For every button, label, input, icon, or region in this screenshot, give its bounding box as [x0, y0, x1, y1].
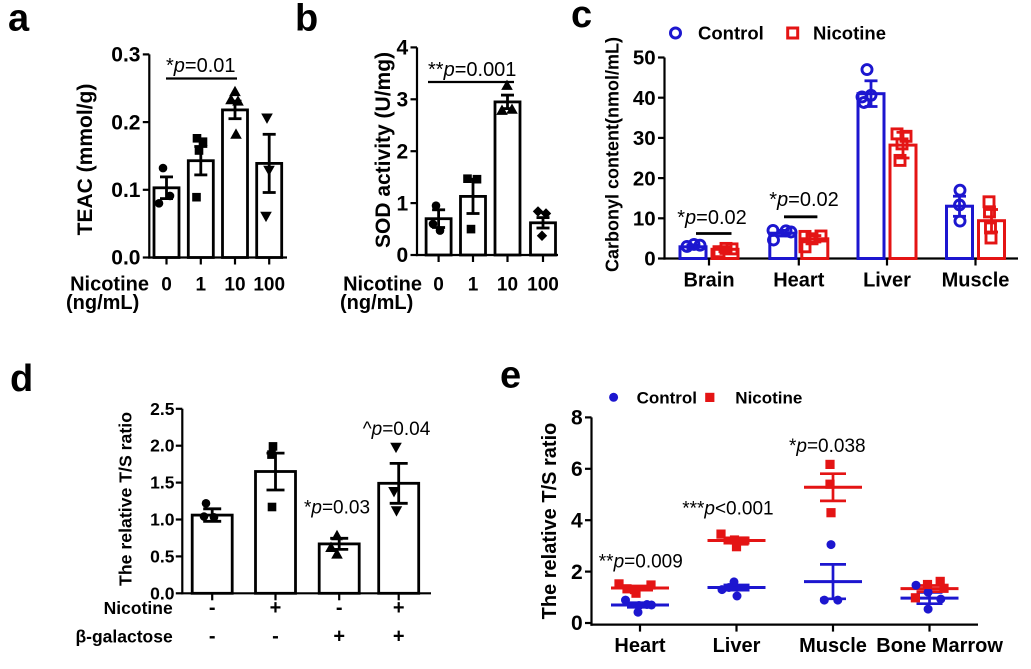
svg-text:Nicotine: Nicotine — [104, 598, 173, 618]
svg-text:4: 4 — [397, 37, 409, 60]
svg-text:+: + — [393, 597, 405, 619]
svg-text:-: - — [209, 626, 216, 648]
svg-text:0: 0 — [161, 275, 172, 296]
svg-text:Muscle: Muscle — [799, 635, 867, 657]
svg-text:100: 100 — [253, 275, 285, 296]
svg-text:The relative T/S ratio: The relative T/S ratio — [116, 412, 136, 586]
svg-text:0.3: 0.3 — [111, 44, 140, 67]
svg-text:1: 1 — [397, 192, 409, 215]
svg-text:0: 0 — [571, 612, 583, 635]
svg-text:20: 20 — [633, 167, 656, 190]
svg-text:8: 8 — [571, 407, 583, 430]
svg-text:+: + — [270, 597, 282, 619]
svg-text:6: 6 — [571, 458, 583, 481]
svg-text:Liver: Liver — [713, 635, 761, 657]
svg-text:100: 100 — [527, 275, 559, 296]
svg-text:**p=0.009: **p=0.009 — [599, 552, 683, 573]
svg-text:4: 4 — [571, 509, 583, 532]
svg-text:2.5: 2.5 — [150, 399, 175, 419]
svg-text:c: c — [571, 0, 592, 36]
svg-text:d: d — [10, 358, 33, 400]
svg-text:Bone Marrow: Bone Marrow — [876, 635, 1003, 657]
svg-text:Liver: Liver — [863, 270, 911, 292]
svg-text:0.2: 0.2 — [111, 111, 140, 134]
svg-text:Control: Control — [698, 23, 764, 44]
svg-text:0.5: 0.5 — [150, 546, 175, 566]
svg-text:The relative T/S ratio: The relative T/S ratio — [539, 423, 561, 620]
svg-text:SOD activity (U/mg): SOD activity (U/mg) — [372, 52, 395, 248]
svg-text:0: 0 — [433, 275, 444, 296]
svg-text:10: 10 — [633, 208, 656, 231]
svg-text:Nicotine: Nicotine — [735, 389, 802, 408]
svg-text:+: + — [393, 626, 405, 648]
svg-text:1.0: 1.0 — [150, 510, 175, 530]
svg-text:-: - — [336, 597, 343, 619]
svg-text:30: 30 — [633, 127, 656, 150]
svg-text:**p=0.001: **p=0.001 — [428, 59, 516, 81]
svg-text:50: 50 — [633, 47, 656, 70]
svg-text:e: e — [500, 355, 521, 397]
svg-text:^p=0.04: ^p=0.04 — [363, 419, 431, 440]
svg-text:10: 10 — [497, 275, 518, 296]
svg-text:β-galactose: β-galactose — [75, 627, 173, 647]
svg-text:+: + — [333, 626, 345, 648]
svg-text:-: - — [272, 626, 279, 648]
svg-text:Carbonyl content(nmol/mL): Carbonyl content(nmol/mL) — [603, 37, 623, 272]
svg-text:***p<0.001: ***p<0.001 — [682, 499, 773, 520]
svg-text:a: a — [8, 0, 30, 40]
svg-text:(ng/mL): (ng/mL) — [66, 292, 139, 314]
svg-text:b: b — [295, 0, 318, 39]
svg-text:0.0: 0.0 — [150, 583, 175, 603]
svg-text:*p=0.01: *p=0.01 — [166, 55, 236, 77]
svg-text:1.5: 1.5 — [150, 473, 175, 493]
svg-text:Brain: Brain — [683, 270, 734, 292]
svg-text:1: 1 — [196, 275, 207, 296]
svg-text:*p=0.03: *p=0.03 — [304, 498, 370, 519]
svg-text:0: 0 — [644, 248, 655, 271]
svg-text:0.1: 0.1 — [111, 179, 141, 202]
svg-text:Nicotine: Nicotine — [813, 23, 886, 44]
svg-text:Control: Control — [637, 389, 697, 408]
svg-text:40: 40 — [633, 87, 656, 110]
svg-text:10: 10 — [224, 275, 245, 296]
svg-text:1: 1 — [468, 275, 479, 296]
svg-text:Heart: Heart — [773, 270, 824, 292]
svg-text:2: 2 — [397, 140, 409, 163]
svg-text:0.0: 0.0 — [111, 247, 140, 270]
svg-text:Nicotine: Nicotine — [70, 274, 149, 296]
svg-text:0: 0 — [397, 244, 409, 267]
svg-text:2: 2 — [571, 561, 583, 584]
svg-text:-: - — [209, 597, 216, 619]
svg-text:(ng/mL): (ng/mL) — [340, 292, 413, 314]
svg-text:*p=0.02: *p=0.02 — [677, 207, 747, 229]
svg-text:*p=0.038: *p=0.038 — [789, 436, 866, 457]
svg-text:*p=0.02: *p=0.02 — [769, 189, 839, 211]
svg-text:3: 3 — [397, 89, 409, 112]
svg-text:Heart: Heart — [614, 635, 665, 657]
svg-text:Muscle: Muscle — [942, 270, 1010, 292]
svg-text:2.0: 2.0 — [150, 436, 175, 456]
svg-text:TEAC (mmol/g): TEAC (mmol/g) — [74, 84, 97, 236]
svg-text:Nicotine: Nicotine — [343, 274, 422, 296]
